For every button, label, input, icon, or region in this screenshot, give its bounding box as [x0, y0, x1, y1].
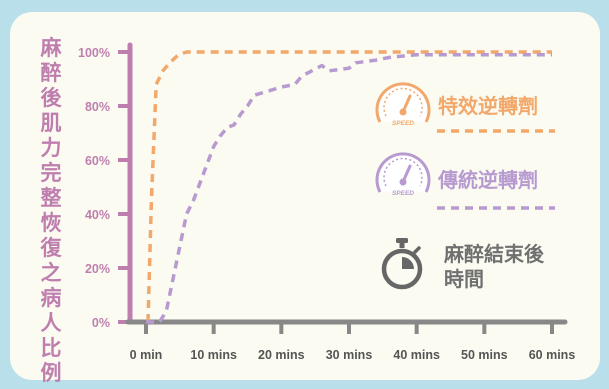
legend-label-2: 傳統逆轉劑 — [437, 168, 538, 192]
y-tick-label: 40% — [85, 208, 110, 222]
y-axis-title-char: 醉 — [40, 61, 62, 85]
annotation-text-line: 時間 — [444, 267, 484, 291]
x-tick-label: 40 mins — [393, 348, 440, 362]
y-axis-title-char: 恢 — [40, 211, 62, 235]
x-tick-label: 60 mins — [529, 348, 576, 362]
y-axis-title-char: 力 — [40, 136, 62, 160]
svg-text:SPEED: SPEED — [392, 120, 414, 127]
series-line-1 — [146, 50, 552, 323]
y-tick-label: 20% — [85, 262, 110, 276]
svg-text:SPEED: SPEED — [392, 190, 414, 197]
y-axis-title-char: 比 — [40, 336, 62, 360]
y-axis-title-char: 麻 — [40, 36, 62, 60]
y-axis-title-char: 之 — [40, 261, 62, 285]
legend-label-1: 特效逆轉劑 — [438, 94, 538, 118]
speedometer-icon: SPEED — [375, 82, 431, 127]
y-axis-title: 麻醉後肌力完整恢復之病人比例 — [38, 36, 64, 386]
stopwatch-icon — [381, 238, 423, 290]
y-axis-title-char: 人 — [40, 311, 62, 335]
x-tick-label: 20 mins — [258, 348, 305, 362]
x-tick-label: 30 mins — [326, 348, 373, 362]
speedometer-icon: SPEED — [375, 152, 431, 197]
y-tick-label: 80% — [85, 100, 110, 114]
y-tick-label: 60% — [85, 154, 110, 168]
chart-card — [10, 12, 600, 380]
x-tick-label: 10 mins — [190, 348, 237, 362]
y-axis-title-char: 後 — [40, 86, 62, 110]
y-axis-title-char: 完 — [40, 161, 62, 185]
y-axis-title-char: 病 — [40, 286, 62, 310]
y-axis-title-char: 肌 — [40, 111, 62, 135]
y-tick-label: 0% — [92, 316, 110, 330]
annotation-text-line: 麻醉結束後 — [443, 242, 545, 266]
y-axis-title-char: 例 — [40, 361, 62, 385]
y-axis-title-char: 整 — [40, 186, 62, 210]
x-tick-label: 0 min — [130, 348, 163, 362]
x-tick-label: 50 mins — [461, 348, 508, 362]
series-line-2 — [146, 52, 552, 324]
y-tick-label: 100% — [78, 46, 110, 60]
y-axis-title-char: 復 — [40, 236, 62, 260]
